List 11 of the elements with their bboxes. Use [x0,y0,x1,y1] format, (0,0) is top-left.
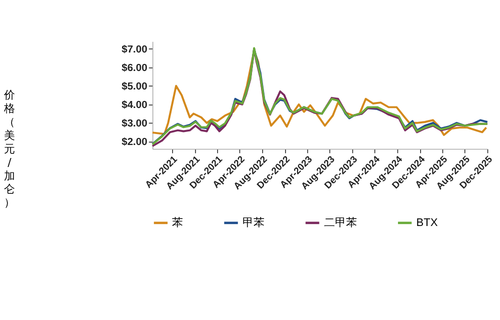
legend-label: 苯 [172,216,184,230]
y-tick-label: $2.00 [122,137,148,148]
legend-label: BTX [416,217,438,230]
y-tick-label: $5.00 [122,81,148,92]
text: 价格（美元/加仑） [4,88,15,210]
legend-label: 甲苯 [242,216,264,230]
y-tick-label: $4.00 [122,100,148,111]
y-tick-label: $6.00 [122,62,148,74]
y-tick-label: $7.00 [122,44,148,56]
y-tick-label: $3.00 [122,118,148,130]
legend-label: 二甲苯 [324,216,357,230]
